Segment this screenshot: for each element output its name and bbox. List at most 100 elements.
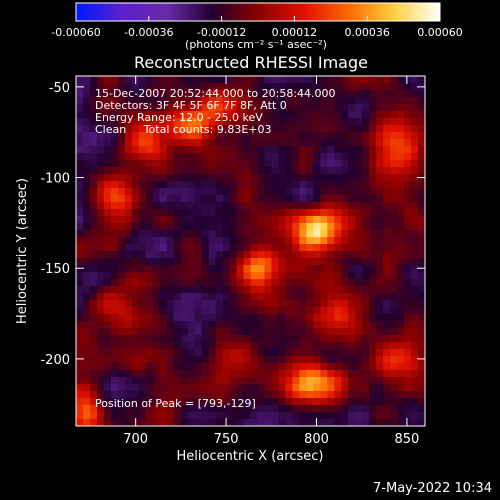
heatmap-cell (264, 223, 272, 231)
heatmap-cell (271, 391, 279, 399)
heatmap-cell (215, 188, 223, 196)
heatmap-cell (257, 356, 265, 364)
heatmap-cell (194, 125, 203, 133)
heatmap-cell (89, 405, 98, 413)
heatmap-cell (243, 181, 251, 189)
heatmap-cell (166, 363, 175, 371)
heatmap-cell (145, 251, 154, 259)
heatmap-cell (348, 307, 356, 315)
heatmap-cell (362, 83, 370, 91)
heatmap-cell (320, 335, 328, 343)
heatmap-cell (82, 300, 91, 308)
heatmap-cell (201, 279, 210, 287)
heatmap-cell (320, 342, 328, 350)
plot-area: 700 750 800 850 -50-100-150-200 (40, 75, 426, 447)
heatmap-cell (285, 209, 293, 217)
heatmap-cell (159, 300, 168, 308)
heatmap-cell (362, 419, 370, 427)
heatmap-cell (257, 90, 265, 98)
heatmap-cell (145, 181, 154, 189)
heatmap-cell (383, 419, 391, 427)
heatmap-cell (313, 174, 321, 182)
heatmap-cell (327, 286, 335, 294)
heatmap-cell (187, 174, 196, 182)
heatmap-cell (138, 279, 147, 287)
heatmap-cell (89, 384, 98, 392)
heatmap-cell (187, 377, 196, 385)
colorbar-tick-label: -0.00036 (124, 26, 173, 39)
heatmap-cell (208, 286, 216, 294)
heatmap-cell (229, 370, 237, 378)
heatmap-cell (194, 216, 203, 224)
heatmap-cell (348, 202, 356, 210)
heatmap-cell (152, 209, 161, 217)
heatmap-cell (411, 237, 419, 245)
heatmap-cell (222, 286, 230, 294)
heatmap-cell (278, 307, 286, 315)
heatmap-cell (285, 153, 293, 161)
heatmap-cell (145, 398, 154, 406)
heatmap-cell (138, 83, 147, 91)
heatmap-cell (124, 419, 133, 427)
heatmap-cell (397, 286, 405, 294)
heatmap-cell (166, 265, 175, 273)
heatmap-cell (229, 363, 237, 371)
heatmap-cell (187, 125, 196, 133)
heatmap-cell (145, 202, 154, 210)
heatmap-cell (327, 244, 335, 252)
heatmap-cell (124, 335, 133, 343)
heatmap-cell (341, 195, 349, 203)
heatmap-cell (327, 335, 335, 343)
heatmap-cell (215, 90, 223, 98)
heatmap-cell (76, 153, 84, 161)
heatmap-cell (278, 209, 286, 217)
heatmap-cell (250, 258, 258, 266)
heatmap-cell (173, 307, 182, 315)
heatmap-cell (103, 258, 112, 266)
heatmap-cell (411, 244, 419, 252)
heatmap-cell (222, 279, 230, 287)
heatmap-cell (180, 104, 189, 112)
heatmap-cell (131, 188, 140, 196)
heatmap-cell (257, 188, 265, 196)
heatmap-cell (243, 363, 251, 371)
heatmap-cell (117, 195, 126, 203)
heatmap-cell (166, 272, 175, 280)
heatmap-cell (299, 321, 307, 329)
heatmap-cell (383, 405, 391, 413)
heatmap-cell (404, 307, 412, 315)
heatmap-cell (306, 258, 314, 266)
heatmap-cell (383, 300, 391, 308)
heatmap-cell (131, 300, 140, 308)
heatmap-cell (355, 132, 363, 140)
heatmap-cell (306, 223, 314, 231)
heatmap-cell (348, 223, 356, 231)
heatmap-cell (222, 377, 230, 385)
heatmap-cell (390, 230, 398, 238)
heatmap-cell (411, 209, 419, 217)
heatmap-cell (257, 174, 265, 182)
heatmap-cell (103, 307, 112, 315)
heatmap-cell (320, 125, 328, 133)
heatmap-cell (145, 188, 154, 196)
heatmap-cell (229, 356, 237, 364)
heatmap-cell (110, 342, 119, 350)
heatmap-cell (411, 272, 419, 280)
heatmap-cell (334, 328, 342, 336)
heatmap-cell (250, 328, 258, 336)
heatmap-cell (355, 405, 363, 413)
heatmap-cell (215, 356, 223, 364)
heatmap-cell (215, 97, 223, 105)
heatmap-cell (138, 181, 147, 189)
heatmap-cell (173, 349, 182, 357)
heatmap-cell (292, 405, 300, 413)
heatmap-cell (355, 419, 363, 427)
heatmap-cell (341, 419, 349, 427)
heatmap-cell (152, 195, 161, 203)
heatmap-cell (369, 286, 377, 294)
heatmap-cell (215, 314, 223, 322)
heatmap-cell (82, 237, 91, 245)
heatmap-cell (131, 111, 140, 119)
heatmap-cell (76, 251, 84, 259)
heatmap-cell (110, 223, 119, 231)
